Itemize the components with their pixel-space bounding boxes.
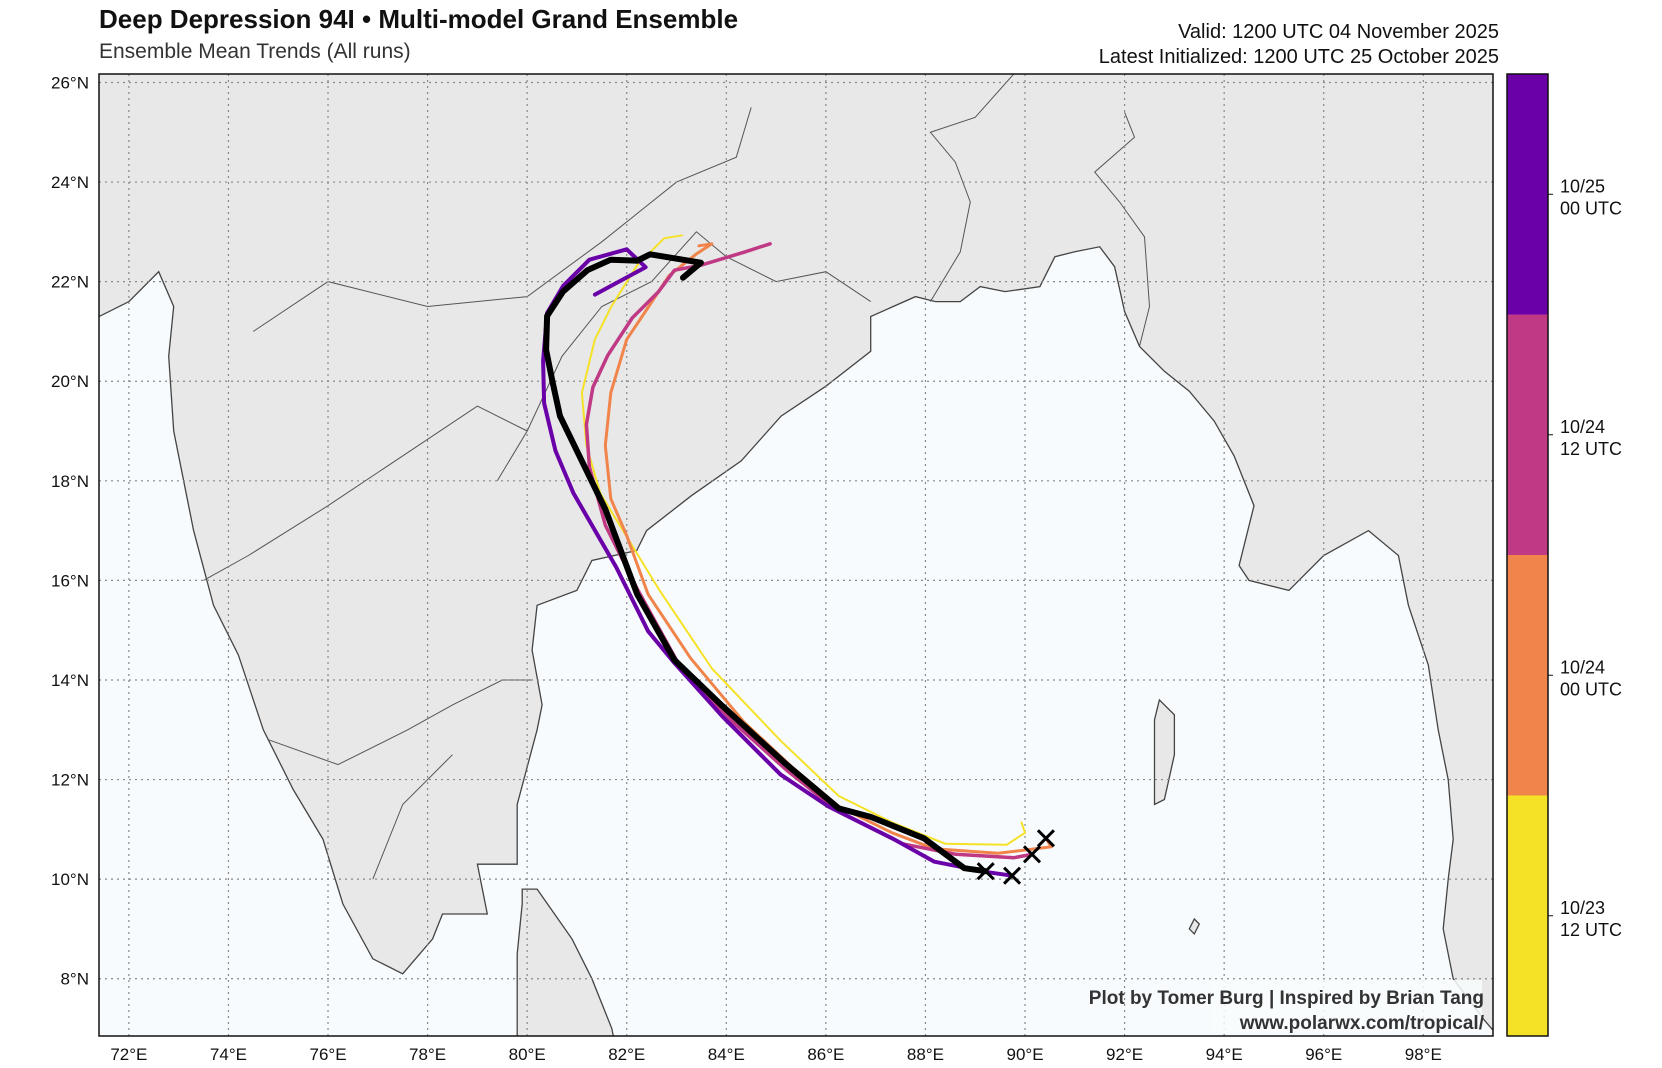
colorbar-segment [1507, 555, 1548, 796]
lon-tick-label: 96°E [1305, 1045, 1342, 1064]
valid-time-block: Valid: 1200 UTC 04 November 2025 Latest … [1099, 20, 1499, 70]
lat-tick-label: 8°N [60, 970, 89, 989]
lat-tick-label: 26°N [51, 73, 89, 92]
lon-tick-label: 82°E [608, 1045, 645, 1064]
lon-tick-labels: 72°E 74°E 76°E 78°E 80°E 82°E 84°E 86°E 88°E 90°E… [110, 1045, 1441, 1064]
track-mean [543, 251, 989, 875]
lat-tick-label: 10°N [51, 870, 89, 889]
sri-lanka-landmass [516, 888, 614, 1036]
valid-time: Valid: 1200 UTC 04 November 2025 [1178, 21, 1499, 43]
lat-tick-label: 22°N [51, 273, 89, 292]
lat-tick-label: 20°N [51, 372, 89, 391]
chart-subtitle: Ensemble Mean Trends (All runs) [99, 40, 411, 63]
map-frame [98, 73, 1494, 1037]
lon-tick-label: 84°E [708, 1045, 745, 1064]
colorbar-label-date: 10/23 [1560, 898, 1605, 918]
lon-tick-label: 98°E [1405, 1045, 1442, 1064]
gridlines [99, 74, 1493, 1036]
lon-tick-label: 80°E [509, 1045, 546, 1064]
land-layer [99, 74, 1493, 1036]
x-stroke [1022, 845, 1042, 864]
lon-tick-label: 86°E [807, 1045, 844, 1064]
colorbar-label-date: 10/24 [1560, 417, 1605, 437]
colorbar-label-time: 00 UTC [1560, 198, 1622, 218]
mainland-landmass [99, 74, 1493, 1032]
x-marker-icon [1003, 866, 1022, 885]
andaman-islands-landmass [1153, 698, 1176, 806]
x-marker-icon [1036, 829, 1055, 848]
lat-tick-label: 24°N [51, 173, 89, 192]
colorbar-label-time: 12 UTC [1560, 439, 1622, 459]
lat-tick-labels: 8°N 10°N 12°N 14°N 16°N 18°N 20°N 22°N 24°N 26°N [51, 73, 89, 988]
colorbar-label-date: 10/25 [1560, 176, 1605, 196]
track-layer [541, 234, 1053, 878]
track-10-25-00-utc [541, 247, 1015, 878]
state-border [372, 754, 453, 880]
state-border [1094, 112, 1151, 347]
colorbar-segment [1507, 795, 1548, 1036]
credit-line: Plot by Tomer Burg | Inspired by Brian T… [1089, 988, 1484, 1009]
lon-tick-label: 88°E [907, 1045, 944, 1064]
lon-tick-label: 78°E [409, 1045, 446, 1064]
colorbar-label-date: 10/24 [1560, 657, 1605, 677]
chart-title: Deep Depression 94I • Multi-model Grand … [99, 4, 739, 34]
state-border [929, 74, 1015, 302]
lat-tick-label: 12°N [51, 771, 89, 790]
colorbar-frame [1506, 73, 1549, 1037]
colorbar-label-time: 12 UTC [1560, 920, 1622, 940]
lon-tick-label: 90°E [1006, 1045, 1043, 1064]
credit-background [1212, 980, 1482, 1032]
lon-tick-label: 74°E [210, 1045, 247, 1064]
lon-tick-label: 72°E [110, 1045, 147, 1064]
x-stroke [1036, 829, 1055, 848]
lat-tick-label: 14°N [51, 671, 89, 690]
nicobar-islands-landmass [1188, 917, 1201, 935]
colorbar-segment [1507, 74, 1548, 315]
position-markers [976, 829, 1055, 885]
credit-url: www.polarwx.com/tropical/ [1239, 1013, 1485, 1034]
lat-tick-label: 16°N [51, 571, 89, 590]
lon-tick-label: 76°E [309, 1045, 346, 1064]
x-stroke [1003, 866, 1022, 885]
x-marker-icon [976, 862, 995, 881]
lon-tick-label: 94°E [1206, 1045, 1243, 1064]
lat-tick-label: 18°N [51, 472, 89, 491]
state-border [253, 107, 752, 332]
latest-initialized: Latest Initialized: 1200 UTC 25 October … [1098, 46, 1499, 68]
colorbar-segment [1507, 314, 1548, 555]
state-border [203, 405, 528, 581]
track-10-23-12-utc [580, 234, 1026, 846]
colorbar-label-time: 00 UTC [1560, 679, 1622, 699]
x-marker-icon [1022, 845, 1042, 864]
x-stroke [976, 862, 995, 881]
lon-tick-label: 92°E [1106, 1045, 1143, 1064]
